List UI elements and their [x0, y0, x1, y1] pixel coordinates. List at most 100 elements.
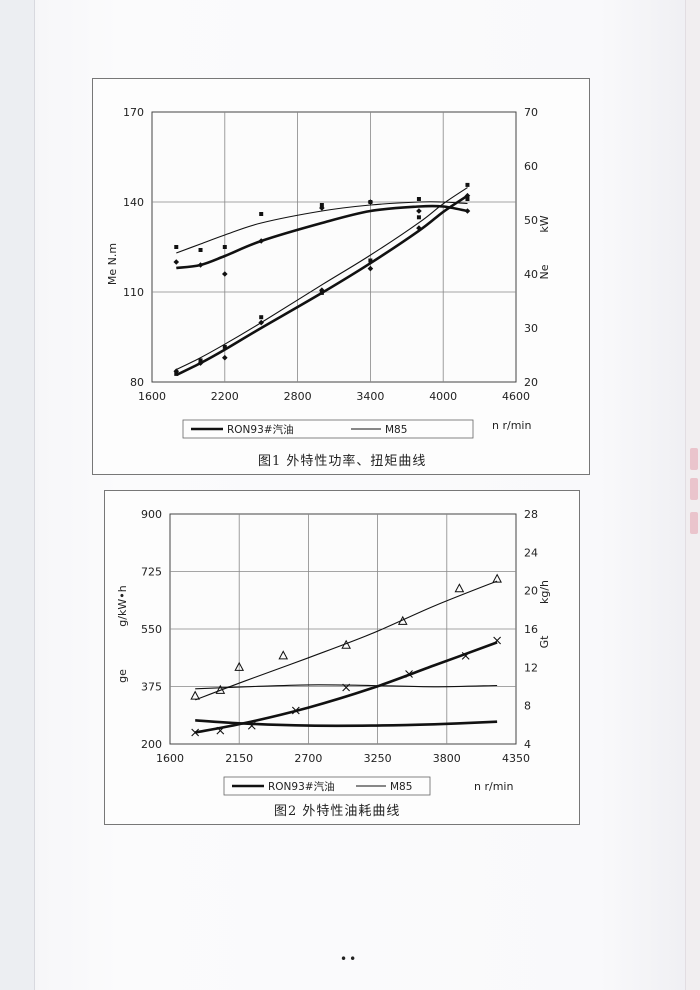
data-point-triangle-marker — [215, 684, 226, 694]
series-line — [176, 204, 468, 270]
data-point-triangle-marker — [454, 583, 465, 593]
x-tick-label: 4600 — [502, 390, 530, 403]
data-point-diamond-marker — [464, 192, 471, 199]
x-tick-label: 2700 — [294, 752, 322, 765]
data-point-square-marker — [174, 245, 179, 249]
data-point-x-marker — [291, 706, 300, 715]
stamp-mark — [690, 478, 698, 500]
data-point-square-marker — [259, 212, 264, 216]
data-point-square-marker — [465, 197, 470, 201]
data-point-square-marker — [319, 203, 324, 207]
data-point-x-marker — [247, 721, 256, 730]
data-point-triangle-marker — [278, 650, 289, 660]
y-left-tick-label: 550 — [141, 623, 162, 636]
data-point-diamond-marker — [367, 265, 374, 272]
plot-area — [151, 111, 517, 383]
legend-label: M85 — [390, 781, 412, 793]
data-point-square-marker — [198, 248, 203, 252]
y-right-tick-label: 30 — [524, 322, 538, 335]
data-point-diamond-marker — [222, 354, 228, 361]
series-line — [195, 580, 498, 701]
series-line — [195, 684, 498, 690]
data-point-diamond-marker — [197, 360, 204, 366]
y-left-tick-label: 110 — [123, 286, 144, 299]
x-tick-label: 2150 — [225, 752, 253, 765]
data-point-x-marker — [216, 726, 225, 735]
x-tick-label: 2200 — [211, 390, 239, 403]
y-right-axis-label: Gt — [538, 635, 551, 649]
footer-marks: •• — [340, 952, 359, 966]
legend-label: RON93#汽油 — [268, 780, 335, 793]
x-tick-label: 4000 — [429, 390, 457, 403]
data-point-x-marker — [493, 636, 502, 645]
data-point-diamond-marker — [222, 271, 228, 277]
series-line — [194, 641, 498, 734]
data-point-diamond-marker — [416, 225, 422, 231]
y-right-tick-label: 28 — [524, 508, 538, 521]
data-point-square-marker — [222, 245, 227, 249]
data-point-square-marker — [319, 290, 324, 295]
x-axis-label: n r/min — [492, 419, 531, 432]
x-tick-label: 3400 — [356, 390, 384, 403]
data-point-square-marker — [368, 258, 373, 263]
y-left-tick-label: 900 — [141, 508, 162, 521]
data-point-square-marker — [174, 371, 179, 376]
figure-2-caption: 图2 外特性油耗曲线 — [274, 804, 401, 819]
y-left-tick-label: 140 — [123, 196, 144, 209]
y-right-tick-label: 20 — [524, 376, 538, 389]
data-point-x-marker — [191, 728, 200, 737]
stamp-mark — [690, 512, 698, 534]
y-left-tick-label: 170 — [123, 106, 144, 119]
left-page-edge — [0, 0, 35, 990]
y-left-axis-label: Me N.m — [106, 243, 119, 285]
y-right-tick-label: 70 — [524, 106, 538, 119]
y-left-tick-label: 80 — [130, 376, 144, 389]
legend-box — [223, 776, 431, 796]
y-left-axis-label: ge — [116, 669, 129, 683]
series-line — [176, 187, 468, 371]
data-point-triangle-marker — [190, 690, 200, 700]
y-right-tick-label: 4 — [524, 738, 531, 751]
y-right-axis-label: Ne — [538, 264, 551, 279]
figure-1-caption: 图1 外特性功率、扭矩曲线 — [258, 454, 427, 469]
data-point-square-marker — [259, 315, 264, 320]
data-point-square-marker — [368, 200, 373, 204]
x-tick-label: 3800 — [433, 752, 461, 765]
x-tick-label: 3250 — [364, 752, 392, 765]
y-right-tick-label: 50 — [524, 214, 538, 227]
data-point-diamond-marker — [197, 262, 204, 268]
y-right-tick-label: 12 — [524, 661, 538, 674]
data-point-triangle-marker — [397, 615, 408, 625]
y-left-tick-label: 200 — [141, 738, 162, 751]
x-tick-label: 4350 — [502, 752, 530, 765]
x-tick-label: 1600 — [138, 390, 166, 403]
legend-box — [182, 419, 474, 439]
y-left-tick-label: 375 — [141, 681, 162, 694]
y-right-tick-label: 8 — [524, 700, 531, 713]
data-point-diamond-marker — [258, 238, 264, 244]
data-point-diamond-marker — [416, 208, 422, 214]
y-right-tick-label: 20 — [524, 585, 538, 598]
y-right-tick-label: 60 — [524, 160, 538, 173]
data-point-diamond-marker — [173, 259, 180, 265]
right-page-edge — [685, 0, 700, 990]
x-axis-label: n r/min — [474, 780, 513, 793]
data-point-square-marker — [416, 215, 421, 220]
y-right-tick-label: 16 — [524, 623, 538, 636]
x-tick-label: 2800 — [284, 390, 312, 403]
y-left-unit-label: g/kW•h — [116, 585, 129, 626]
x-tick-label: 1600 — [156, 752, 184, 765]
series-line — [176, 201, 468, 254]
data-point-square-marker — [222, 344, 227, 349]
data-point-x-marker — [405, 670, 413, 678]
data-point-x-marker — [342, 683, 351, 692]
y-right-unit-label: kg/h — [538, 580, 551, 604]
y-right-tick-label: 24 — [524, 546, 538, 559]
y-right-tick-label: 40 — [524, 268, 538, 281]
data-point-square-marker — [465, 182, 470, 187]
data-point-square-marker — [198, 358, 203, 363]
y-left-tick-label: 725 — [141, 566, 162, 579]
